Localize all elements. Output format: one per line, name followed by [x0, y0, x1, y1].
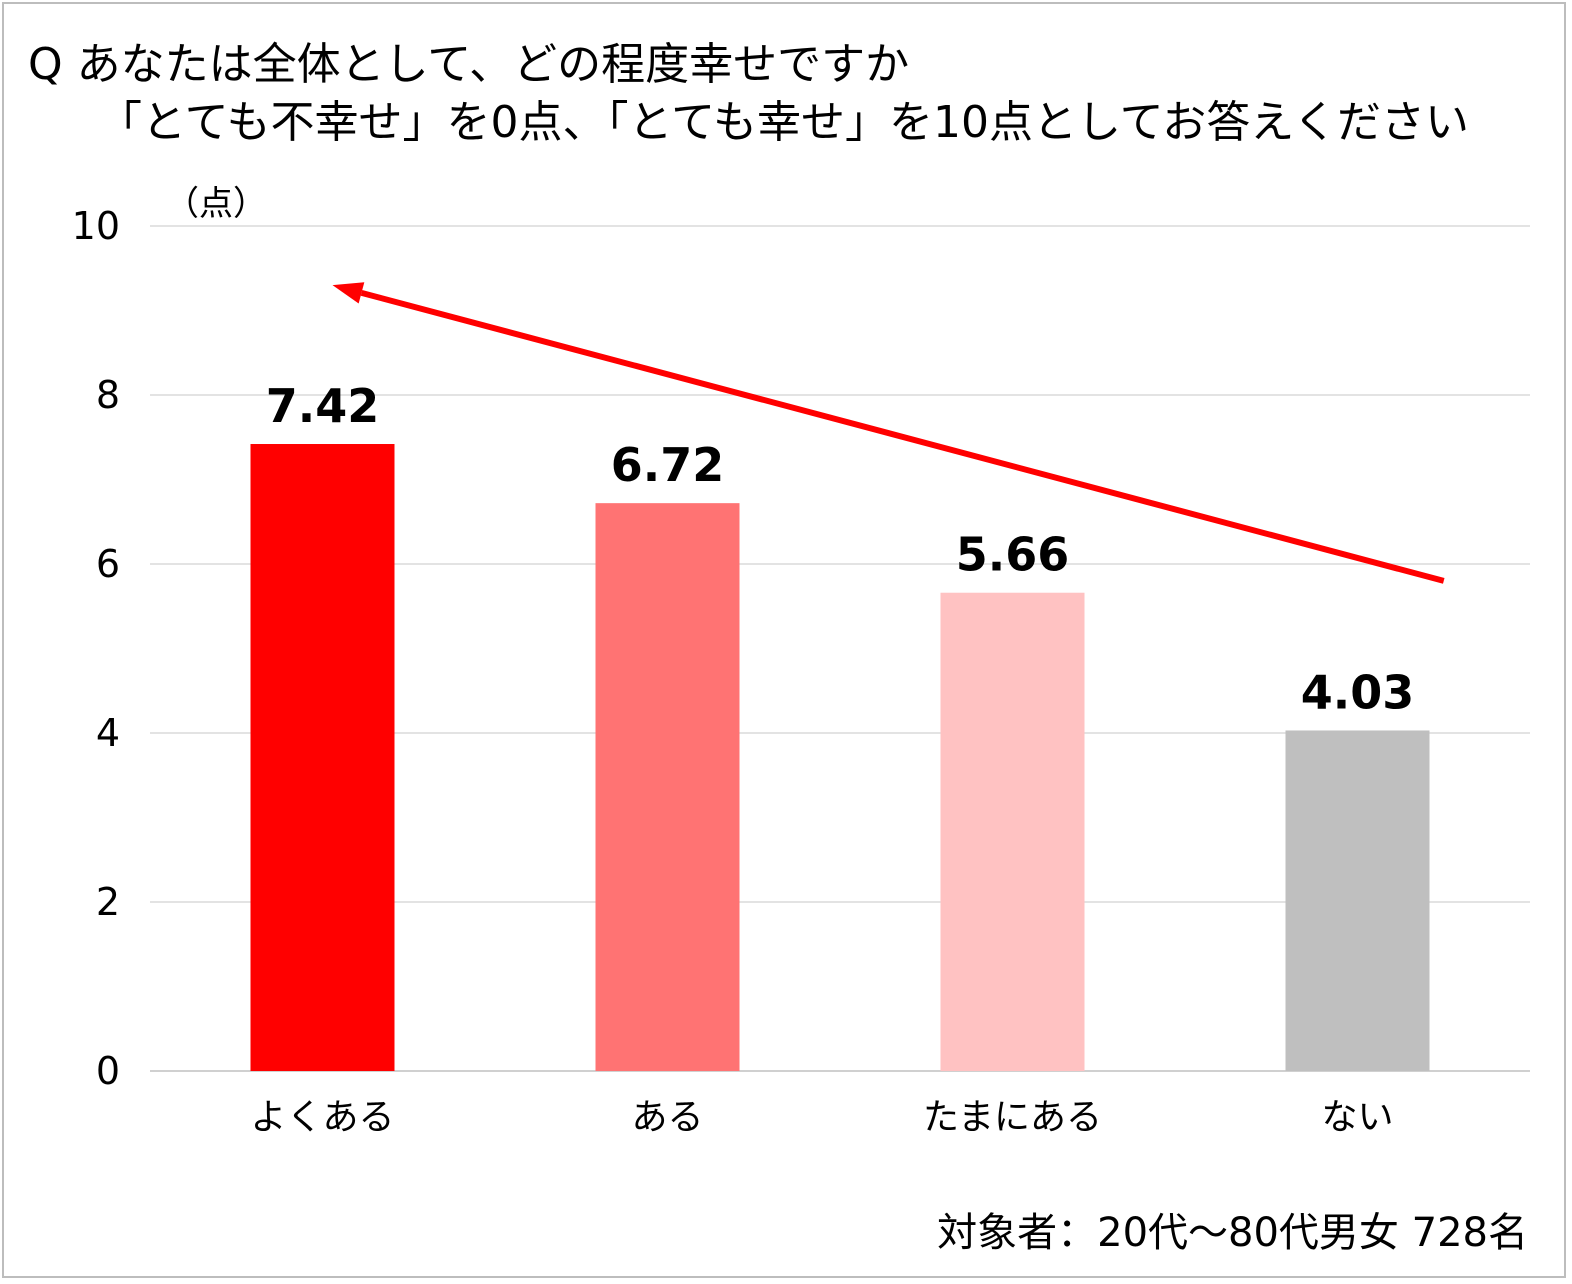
bar — [940, 592, 1085, 1071]
bars — [250, 444, 1430, 1071]
value-label: 4.03 — [1301, 665, 1415, 719]
trend-arrow-group — [332, 282, 1445, 584]
y-tick-label: 6 — [96, 542, 120, 586]
value-labels: 7.42 6.72 5.66 4.03 — [266, 379, 1415, 719]
y-tick-label: 0 — [96, 1049, 120, 1093]
y-tick-label: 8 — [96, 373, 120, 417]
category-labels: よくある ある たまにある ない — [250, 1097, 1393, 1138]
chart-title-line-1: Q あなたは全体として、どの程度幸せですか — [28, 39, 910, 90]
value-label: 5.66 — [956, 528, 1070, 582]
bar — [595, 503, 740, 1071]
bar — [250, 444, 395, 1071]
y-unit-label: （点） — [165, 184, 267, 224]
y-axis-ticks: 0 2 4 6 8 10 — [72, 204, 120, 1093]
value-label: 7.42 — [266, 379, 380, 433]
trend-arrow-head — [332, 282, 365, 304]
y-tick-label: 2 — [96, 880, 120, 924]
trend-arrow-shaft — [360, 289, 1445, 584]
category-label: よくある — [250, 1097, 394, 1138]
y-tick-label: 4 — [96, 711, 120, 755]
category-label: ある — [631, 1097, 703, 1138]
y-tick-label: 10 — [72, 204, 120, 248]
sample-footnote: 対象者：20代～80代男女 728名 — [937, 1210, 1528, 1256]
category-label: ない — [1321, 1097, 1393, 1138]
category-label: たまにある — [923, 1097, 1102, 1138]
chart-title-line-2: 「とても不幸せ」を0点、「とても幸せ」を10点としてお答えください — [98, 97, 1469, 148]
bar — [1285, 730, 1430, 1071]
value-label: 6.72 — [611, 438, 725, 492]
